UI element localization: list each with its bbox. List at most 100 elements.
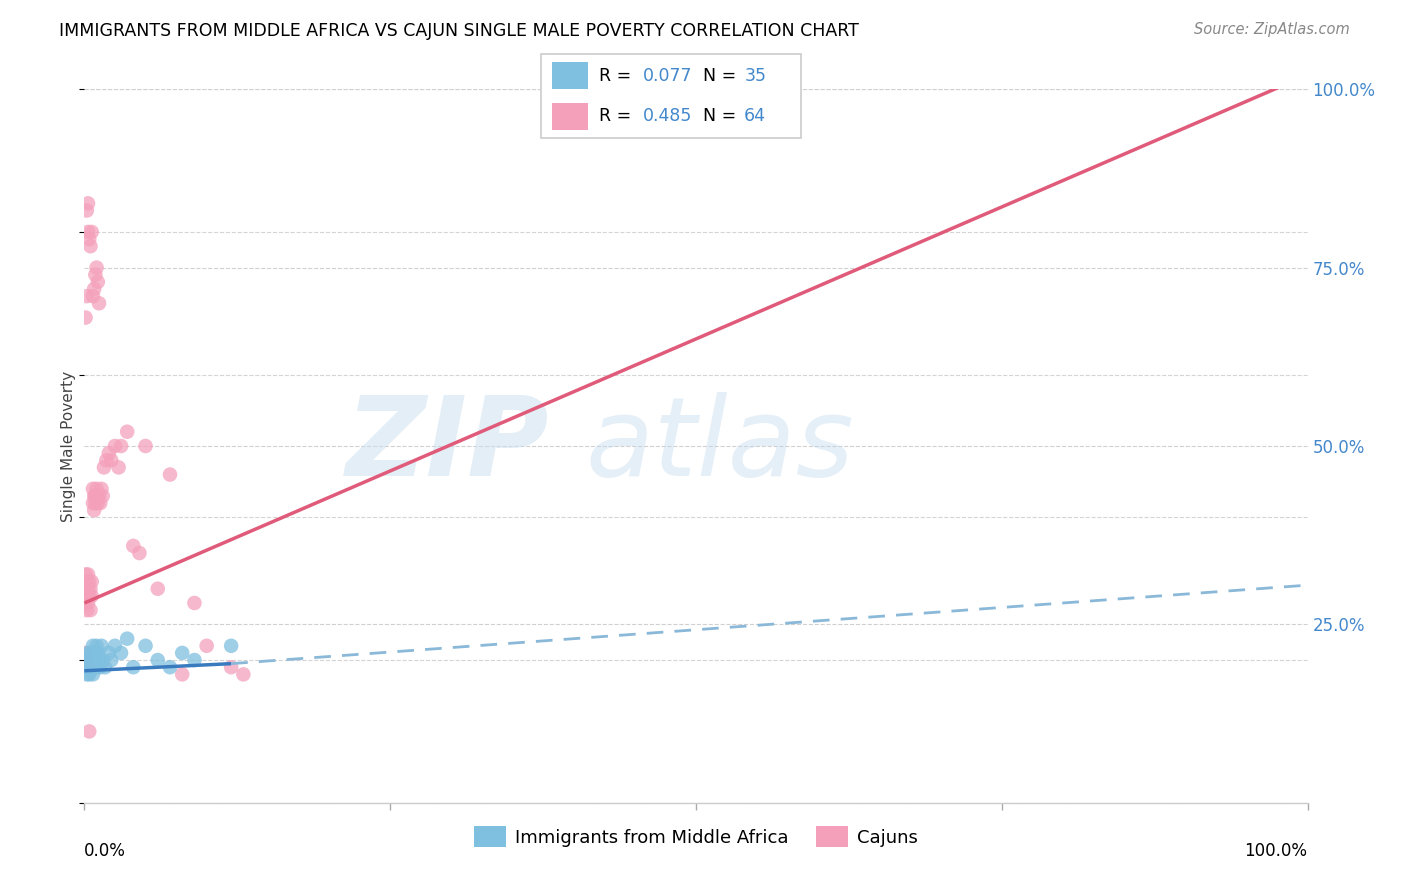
Y-axis label: Single Male Poverty: Single Male Poverty xyxy=(60,370,76,522)
Point xyxy=(75,660,97,674)
Text: ZIP: ZIP xyxy=(346,392,550,500)
Point xyxy=(79,603,101,617)
Point xyxy=(91,653,114,667)
Point xyxy=(100,653,122,667)
Point xyxy=(122,539,145,553)
Point xyxy=(159,467,181,482)
Point xyxy=(76,653,98,667)
Point xyxy=(77,667,100,681)
Point xyxy=(86,489,108,503)
Point xyxy=(82,496,104,510)
Point xyxy=(82,482,104,496)
Point xyxy=(76,653,98,667)
Point xyxy=(87,496,110,510)
Point xyxy=(86,482,108,496)
Point xyxy=(76,603,98,617)
Point xyxy=(104,639,127,653)
Point xyxy=(77,582,100,596)
Point xyxy=(77,724,100,739)
Text: 0.0%: 0.0% xyxy=(84,842,127,860)
Point xyxy=(79,239,101,253)
FancyBboxPatch shape xyxy=(541,54,801,138)
Point xyxy=(84,653,107,667)
Point xyxy=(84,489,107,503)
Point xyxy=(76,574,98,589)
Point xyxy=(77,660,100,674)
Point xyxy=(77,567,100,582)
Point xyxy=(90,482,112,496)
Point xyxy=(80,574,103,589)
Text: IMMIGRANTS FROM MIDDLE AFRICA VS CAJUN SINGLE MALE POVERTY CORRELATION CHART: IMMIGRANTS FROM MIDDLE AFRICA VS CAJUN S… xyxy=(59,22,859,40)
Point xyxy=(87,275,110,289)
Point xyxy=(76,289,98,303)
Point xyxy=(97,646,120,660)
Point xyxy=(75,567,97,582)
Text: N =: N = xyxy=(703,107,741,125)
Point xyxy=(77,574,100,589)
Point xyxy=(86,260,108,275)
Point xyxy=(76,589,98,603)
Point xyxy=(96,453,118,467)
Point xyxy=(89,660,111,674)
Point xyxy=(183,653,205,667)
Point xyxy=(83,646,105,660)
Point xyxy=(75,596,97,610)
Point xyxy=(87,296,110,310)
Point xyxy=(110,646,132,660)
Point xyxy=(82,667,104,681)
Text: 35: 35 xyxy=(744,68,766,86)
Point xyxy=(77,660,100,674)
Point xyxy=(91,489,114,503)
Point xyxy=(219,639,242,653)
Point xyxy=(219,660,242,674)
Point xyxy=(93,460,115,475)
Point xyxy=(232,667,254,681)
Text: 0.485: 0.485 xyxy=(643,107,692,125)
Point xyxy=(77,225,100,239)
Point xyxy=(79,660,101,674)
Point xyxy=(87,646,110,660)
Point xyxy=(100,453,122,467)
Point xyxy=(97,446,120,460)
Point xyxy=(87,653,110,667)
Point xyxy=(172,667,194,681)
Point xyxy=(75,310,97,325)
Point xyxy=(84,496,107,510)
Text: Source: ZipAtlas.com: Source: ZipAtlas.com xyxy=(1194,22,1350,37)
Bar xyxy=(551,62,588,89)
Point xyxy=(135,639,157,653)
Point xyxy=(75,582,97,596)
Point xyxy=(75,646,97,660)
Point xyxy=(172,646,194,660)
Point xyxy=(183,596,205,610)
Point xyxy=(107,460,129,475)
Point xyxy=(110,439,132,453)
Point xyxy=(82,639,104,653)
Point xyxy=(104,439,127,453)
Point xyxy=(90,639,112,653)
Point xyxy=(80,653,103,667)
Point xyxy=(76,203,98,218)
Point xyxy=(83,660,105,674)
Text: N =: N = xyxy=(703,68,741,86)
Point xyxy=(86,660,108,674)
Point xyxy=(146,582,169,596)
Point xyxy=(115,425,138,439)
Point xyxy=(80,225,103,239)
Point xyxy=(77,232,100,246)
Point xyxy=(87,489,110,503)
Point xyxy=(77,196,100,211)
Bar xyxy=(551,103,588,130)
Point xyxy=(83,282,105,296)
Point xyxy=(77,646,100,660)
Point xyxy=(128,546,150,560)
Text: 100.0%: 100.0% xyxy=(1244,842,1308,860)
Text: R =: R = xyxy=(599,107,637,125)
Text: R =: R = xyxy=(599,68,637,86)
Point xyxy=(82,289,104,303)
Point xyxy=(80,589,103,603)
Point xyxy=(76,667,98,681)
Point xyxy=(159,660,181,674)
Point xyxy=(115,632,138,646)
Point xyxy=(94,660,117,674)
